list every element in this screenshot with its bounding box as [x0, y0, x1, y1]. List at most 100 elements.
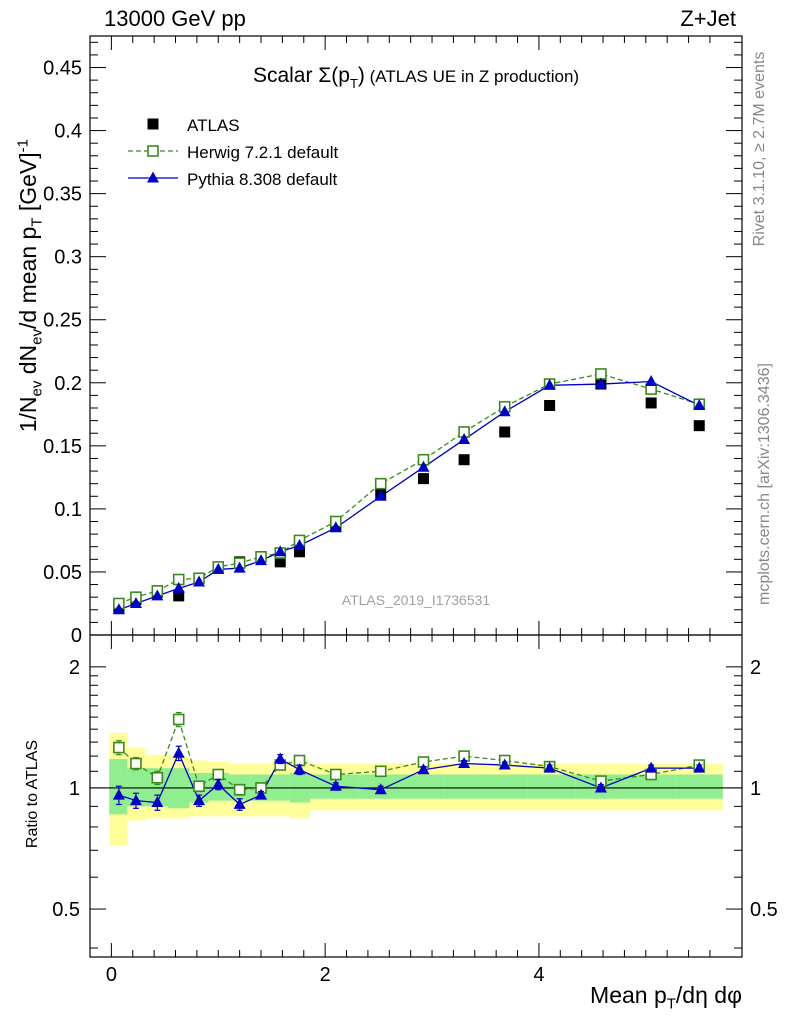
pythia-marker — [255, 554, 268, 566]
chart-title: Scalar Σ(pT) (ATLAS UE in Z production) — [253, 64, 579, 91]
ratio-panel-text: 0.5 0.5 1 1 2 2 0 2 4 — [52, 657, 778, 986]
pythia-ratio-marker — [543, 761, 556, 773]
pythia-marker — [329, 521, 342, 533]
pythia-ratio-marker — [417, 763, 430, 775]
atlas-marker — [499, 426, 511, 438]
pythia-ratio-marker — [293, 763, 306, 775]
stat-uncertainty-band — [402, 774, 444, 799]
pythia-marker — [233, 561, 246, 573]
ratio-y-tick-label: 1 — [69, 778, 80, 800]
herwig-marker — [374, 477, 387, 490]
header-channel: Z+Jet — [680, 6, 736, 31]
ratio-panel-frame — [89, 634, 743, 958]
y-tick-label: 0.3 — [54, 247, 82, 269]
ratio-y-tick-label-right: 2 — [750, 657, 761, 679]
pythia-marker — [458, 433, 471, 445]
pythia-marker — [543, 378, 556, 390]
herwig-ratio-marker — [113, 741, 125, 754]
main-panel-frame — [89, 35, 743, 636]
x-tick-label: 4 — [533, 964, 544, 986]
header-process: 13000 GeV pp — [104, 6, 246, 31]
legend-label-pythia: Pythia 8.308 default — [187, 170, 338, 189]
ratio-y-tick-label: 2 — [69, 657, 80, 679]
pythia-marker — [193, 575, 206, 587]
legend-marker-atlas — [147, 118, 159, 130]
ratio-y-tick-label-right: 1 — [750, 778, 761, 800]
main-plot-area — [90, 36, 742, 635]
atlas-marker — [693, 420, 705, 432]
herwig-marker — [595, 368, 607, 380]
atlas-marker — [173, 590, 185, 602]
pythia-ratio-marker — [274, 752, 287, 764]
pythia-ratio-marker — [129, 794, 142, 806]
y-tick-label: 0.35 — [43, 184, 82, 206]
pythia-marker — [274, 545, 287, 557]
stat-uncertainty-band — [675, 774, 723, 799]
pythia-marker — [374, 489, 387, 501]
pythia-marker — [172, 581, 185, 593]
legend-label-atlas: ATLAS — [187, 116, 240, 135]
pythia-marker — [645, 375, 658, 387]
herwig-ratio-marker — [193, 780, 205, 793]
atlas-marker — [544, 399, 556, 411]
x-tick-label: 0 — [106, 964, 117, 986]
main-panel-background — [90, 36, 742, 635]
pythia-ratio-marker — [329, 779, 342, 791]
pythia-marker — [293, 538, 306, 550]
herwig-ratio-marker — [130, 757, 142, 770]
legend-label-herwig: Herwig 7.2.1 default — [187, 143, 338, 162]
pythia-ratio-marker — [594, 781, 607, 793]
x-tick-label: 2 — [320, 964, 331, 986]
pythia-marker — [498, 405, 511, 417]
herwig-ratio-marker — [374, 765, 387, 778]
y-tick-label: 0.05 — [43, 562, 82, 584]
ratio-y-tick-label: 0.5 — [52, 899, 80, 921]
main-panel-text: 0 0.05 0.1 0.15 0.2 0.25 0.3 0.35 0.4 0.45 Scalar … — [43, 58, 579, 647]
atlas-marker — [293, 546, 305, 558]
y-tick-label: 0.2 — [54, 373, 82, 395]
pythia-ratio-marker — [233, 797, 246, 809]
ratio-axes-box — [89, 634, 743, 958]
x-axis-label: Mean pT/dη dφ — [590, 982, 742, 1013]
pythia-ratio-marker — [645, 761, 658, 773]
stat-uncertainty-band — [443, 774, 485, 799]
legend-marker-herwig — [147, 145, 159, 157]
pythia-marker — [417, 460, 430, 472]
herwig-ratio-marker — [233, 783, 246, 796]
atlas-marker — [417, 473, 429, 485]
y-tick-label: 0.45 — [43, 58, 82, 80]
pythia-ratio-marker — [374, 783, 387, 795]
ratio-uncertainty-bands — [90, 732, 742, 846]
pythia-ratio-marker — [255, 788, 268, 800]
pythia-ratio-marker — [112, 788, 125, 800]
y-tick-label: 0.4 — [54, 121, 82, 143]
y-tick-label: 0 — [71, 625, 82, 647]
herwig-ratio-marker — [330, 768, 342, 781]
pythia-marker — [112, 603, 125, 615]
atlas-marker — [645, 397, 657, 409]
pythia-marker — [212, 562, 225, 574]
pythia-ratio-marker — [498, 758, 511, 770]
pythia-ratio-marker — [693, 761, 706, 773]
ratio-markers — [112, 711, 706, 811]
pythia-ratio-marker — [193, 794, 206, 806]
ratio-y-tick-label-right: 0.5 — [750, 899, 778, 921]
herwig-ratio-marker — [151, 771, 164, 784]
atlas-marker — [274, 556, 286, 568]
stat-uncertainty-band — [484, 774, 528, 799]
pythia-ratio-marker — [458, 757, 471, 769]
y-tick-label: 0.25 — [43, 310, 82, 332]
pythia-marker — [693, 398, 706, 410]
y-tick-label: 0.1 — [54, 499, 82, 521]
legend-marker-pythia — [147, 171, 159, 183]
main-markers — [112, 368, 706, 615]
stat-uncertainty-band — [127, 768, 146, 807]
pythia-marker — [594, 377, 607, 389]
analysis-watermark: ATLAS_2019_I1736531 — [342, 592, 491, 608]
pythia-marker — [129, 596, 142, 608]
stat-uncertainty-band — [527, 774, 576, 799]
pythia-marker — [151, 589, 164, 601]
herwig-ratio-marker — [172, 713, 185, 726]
pythia-ratio-marker — [212, 777, 225, 789]
